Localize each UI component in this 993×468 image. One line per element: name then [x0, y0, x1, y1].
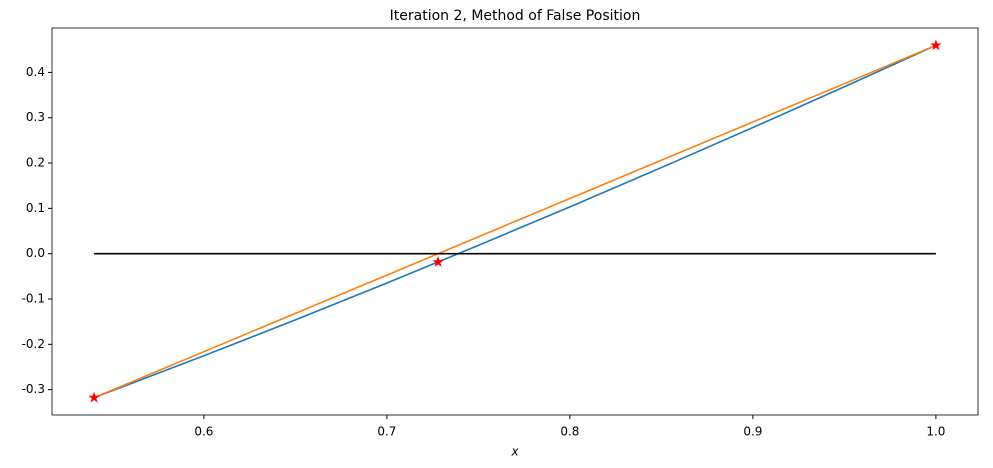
y-tick-label: 0.1: [26, 201, 45, 215]
line: [93, 44, 937, 399]
x-tick-label: 0.7: [377, 425, 396, 439]
y-tick-label: -0.3: [22, 382, 45, 396]
plot-frame: [51, 27, 979, 416]
y-tick-label: 0.3: [26, 110, 45, 124]
x-tick-label: 1.0: [926, 425, 945, 439]
star-marker: [88, 391, 100, 403]
chart-title: Iteration 2, Method of False Position: [390, 8, 641, 24]
star-marker: [432, 256, 444, 267]
y-tick-label: 0.2: [26, 156, 45, 170]
y-tick-label: -0.1: [22, 291, 45, 305]
y-tick-label: -0.2: [22, 337, 45, 351]
line: [93, 44, 937, 399]
x-axis-label: x: [510, 445, 519, 459]
x-tick-label: 0.9: [743, 425, 762, 439]
y-tick-label: 0.0: [26, 246, 45, 260]
x-tick-label: 0.6: [194, 425, 213, 439]
star-marker: [930, 39, 942, 51]
y-tick-label: 0.4: [26, 65, 45, 79]
x-tick-label: 0.8: [560, 425, 579, 439]
